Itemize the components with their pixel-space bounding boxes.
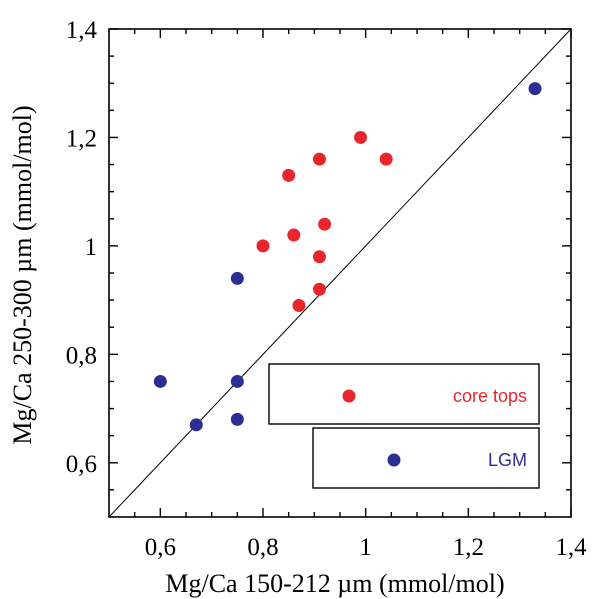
lgm-point [230, 412, 244, 426]
reference-line-layer [108, 28, 572, 518]
legend: core tops LGM [268, 363, 540, 489]
legend-marker-lgm [387, 453, 401, 467]
legend-marker-core-tops [342, 389, 356, 403]
legend-box-core-tops [268, 363, 540, 425]
core-tops-point [292, 299, 306, 313]
y-tick-label: 0,8 [66, 342, 97, 369]
x-tick-label: 0,6 [145, 534, 176, 561]
lgm-point [230, 271, 244, 285]
y-tick-label: 1,4 [66, 17, 98, 44]
core-tops-point [287, 228, 301, 242]
x-axis-label: Mg/Ca 150-212 µm (mmol/mol) [165, 569, 504, 598]
lgm-point [153, 374, 167, 388]
core-tops-point [318, 217, 332, 231]
x-tick-label: 1,4 [555, 534, 587, 561]
core-tops-point [354, 130, 368, 144]
lgm-point [189, 418, 203, 432]
legend-label-lgm: LGM [488, 450, 527, 470]
core-tops-point [312, 152, 326, 166]
ticks-layer [109, 28, 572, 517]
core-tops-point [312, 250, 326, 264]
legend-box-lgm [312, 427, 540, 489]
x-tick-label: 1,2 [453, 534, 484, 561]
core-tops-point [282, 168, 296, 182]
y-axis-label: Mg/Ca 250-300 µm (mmol/mol) [8, 105, 37, 444]
x-tick-label: 0,8 [247, 534, 278, 561]
points-layer [153, 82, 542, 432]
x-tick-label: 1 [359, 534, 372, 561]
one-to-one-line [108, 28, 572, 518]
core-tops-point [312, 282, 326, 296]
y-tick-label: 1 [85, 234, 98, 261]
core-tops-point [379, 152, 393, 166]
core-tops-point [256, 239, 270, 253]
y-tick-label: 1,2 [66, 125, 97, 152]
lgm-point [528, 82, 542, 96]
y-tick-label: 0,6 [66, 451, 97, 478]
legend-label-core-tops: core tops [453, 386, 527, 406]
lgm-point [230, 374, 244, 388]
tick-labels-layer: 0,6 0,8 1 1,2 1,4 0,6 0,8 1 1,2 1,4 [66, 17, 587, 561]
